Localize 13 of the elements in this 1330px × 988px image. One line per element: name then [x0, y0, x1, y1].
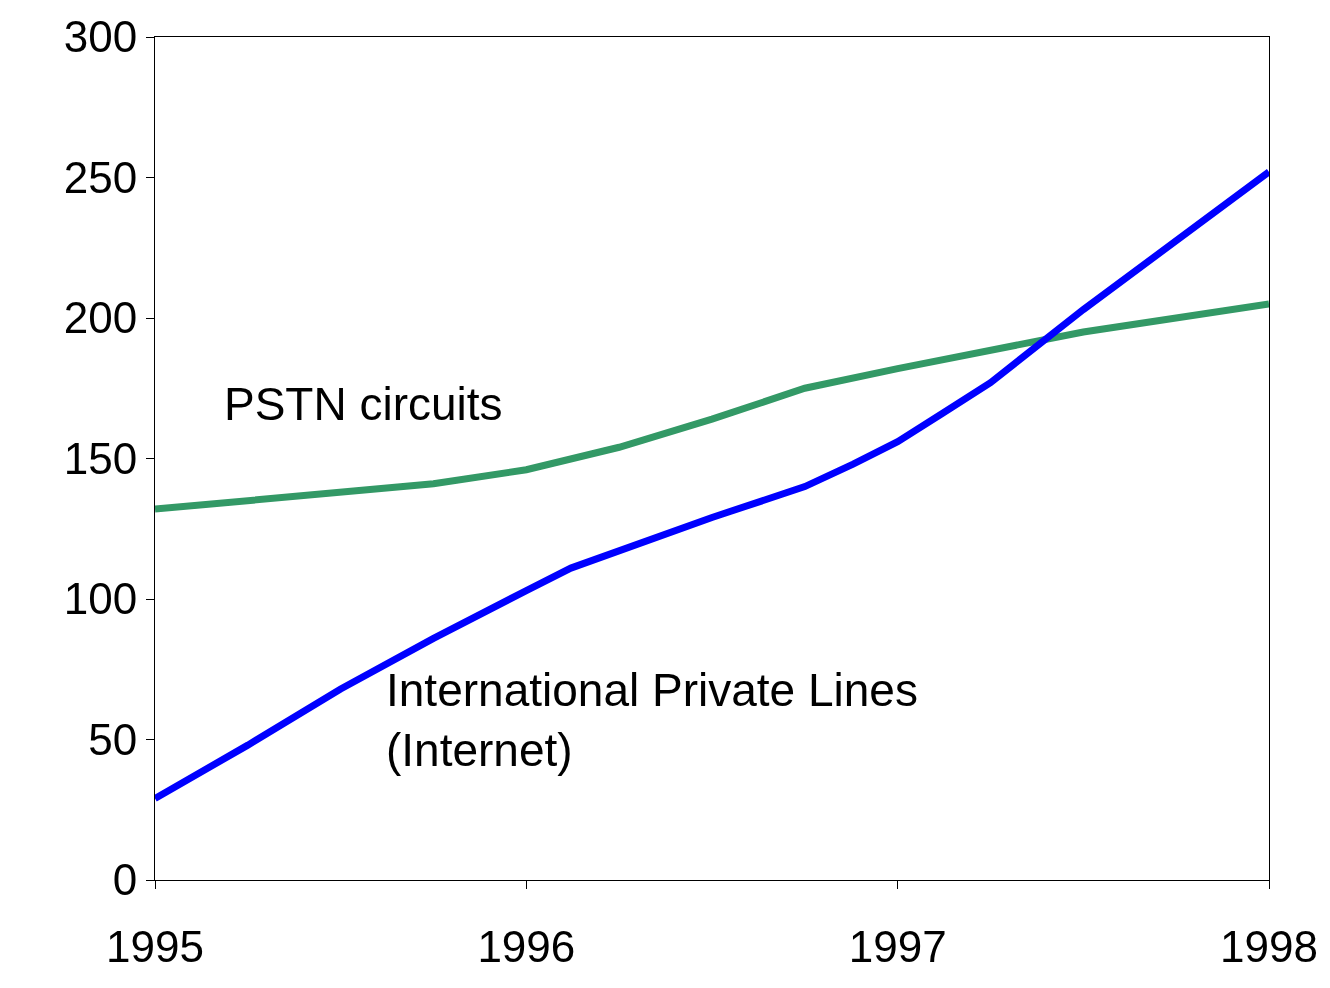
x-tick-label: 1998 [1220, 921, 1318, 971]
x-tick-label: 1995 [106, 921, 204, 971]
y-tick-label: 200 [63, 293, 138, 343]
y-tick-label: 250 [63, 152, 138, 202]
y-tick-label: 100 [63, 574, 138, 624]
y-tick-label: 0 [112, 855, 138, 905]
y-tick-label: 300 [63, 12, 138, 62]
y-tick-label: 50 [88, 714, 138, 764]
series-label: International Private Lines (Internet) [386, 664, 918, 776]
x-tick-label: 1997 [848, 921, 947, 971]
y-tick-label: 150 [63, 433, 138, 483]
series-label: PSTN circuits [224, 378, 503, 430]
x-tick-label: 1996 [477, 921, 576, 971]
